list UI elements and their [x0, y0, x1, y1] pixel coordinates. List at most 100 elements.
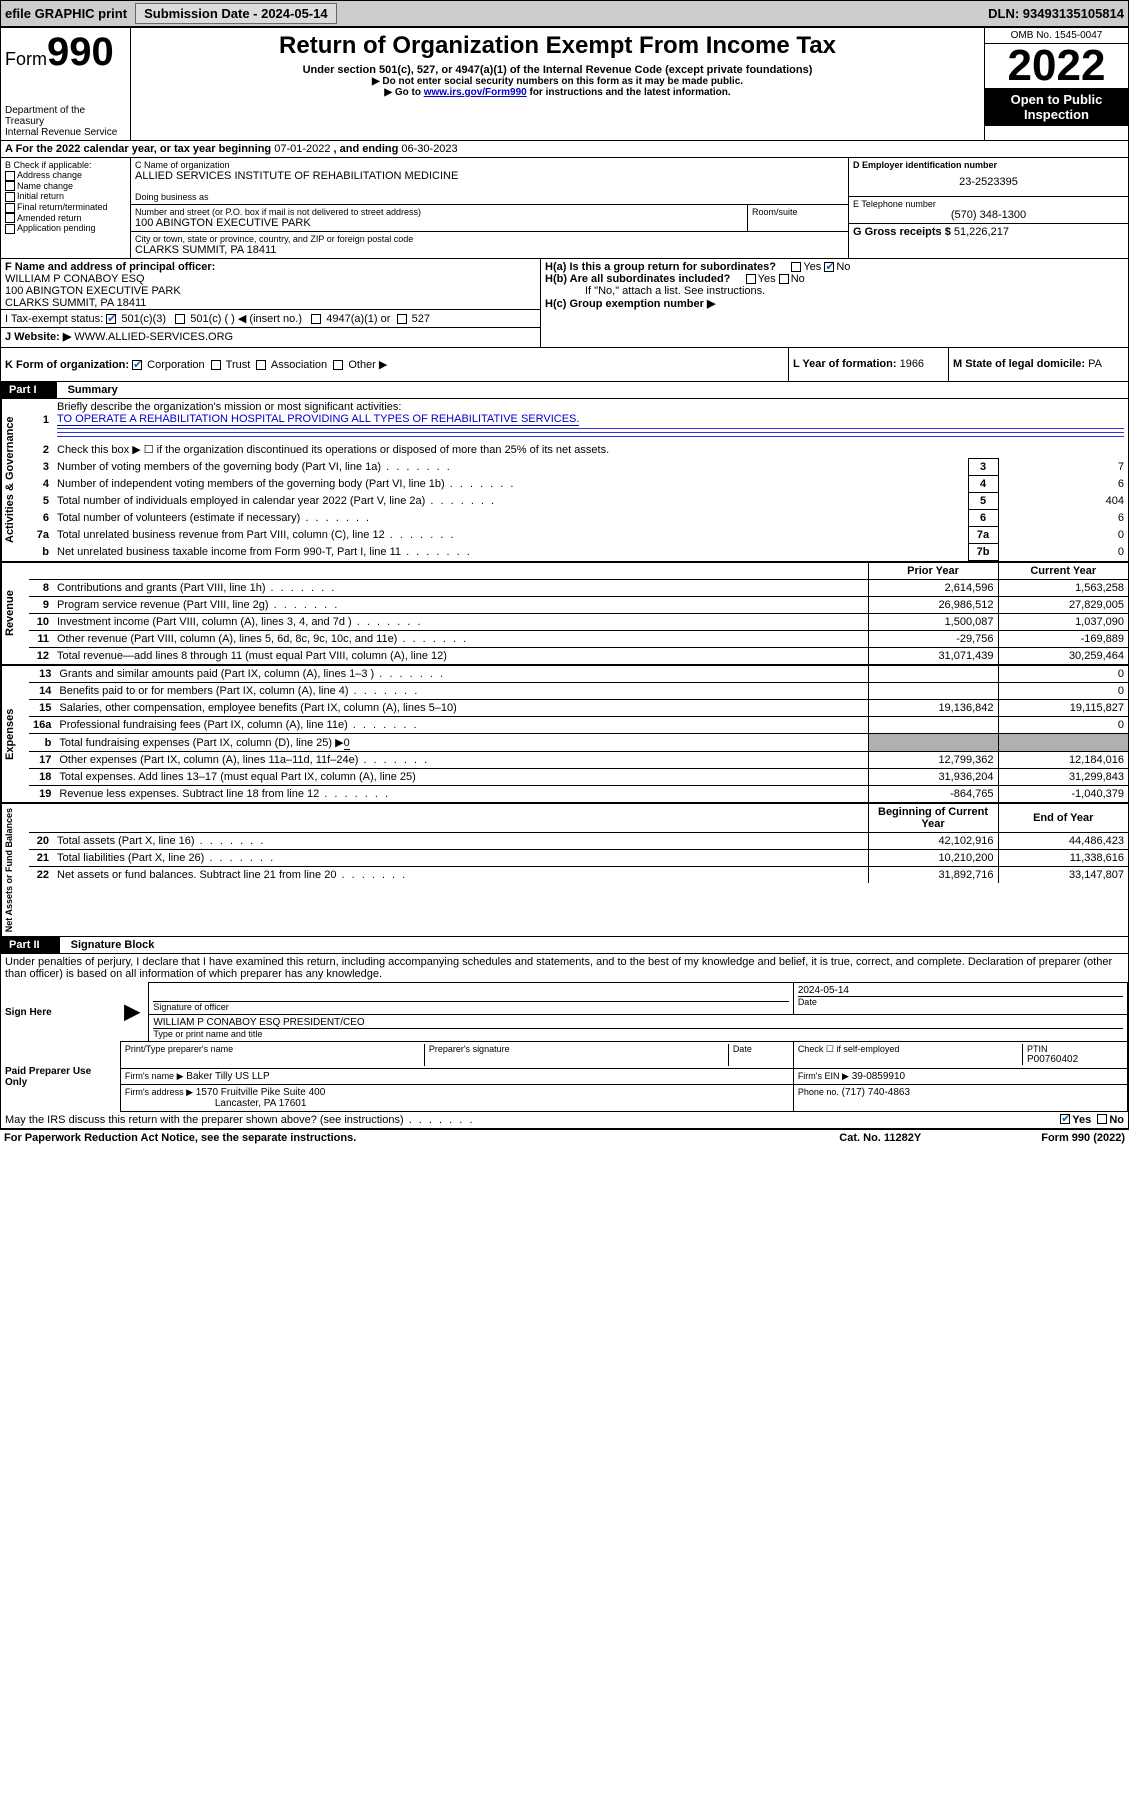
- may-irs-label: May the IRS discuss this return with the…: [5, 1114, 474, 1126]
- subtitle-2: ▶ Do not enter social security numbers o…: [135, 76, 980, 87]
- ptin-label: PTIN: [1027, 1044, 1123, 1054]
- l21-label: Total liabilities (Part X, line 26): [53, 850, 868, 867]
- self-employed-label: Check ☐ if self-employed: [798, 1044, 1023, 1065]
- l15-current: 19,115,827: [998, 700, 1128, 717]
- declaration-text: Under penalties of perjury, I declare th…: [1, 953, 1128, 982]
- officer-name: WILLIAM P CONABOY ESQ: [5, 273, 536, 285]
- l15-label: Salaries, other compensation, employee b…: [55, 700, 868, 717]
- line-a-mid: , and ending: [334, 143, 402, 155]
- revenue-block: Revenue Prior YearCurrent Year 8Contribu…: [1, 561, 1128, 664]
- netassets-table: Beginning of Current YearEnd of Year 20T…: [29, 804, 1128, 883]
- checkbox-initial-return[interactable]: [5, 192, 15, 202]
- l20-prior: 42,102,916: [868, 833, 998, 850]
- checkbox-ha-no[interactable]: [824, 262, 834, 272]
- checkbox-hb-no[interactable]: [779, 274, 789, 284]
- l22-prior: 31,892,716: [868, 867, 998, 884]
- sig-officer-label: Signature of officer: [153, 1001, 788, 1012]
- l20-label: Total assets (Part X, line 16): [53, 833, 868, 850]
- box-g-label: G Gross receipts $: [853, 226, 951, 238]
- checkbox-address-change[interactable]: [5, 171, 15, 181]
- l19-prior: -864,765: [868, 786, 998, 803]
- l8-label: Contributions and grants (Part VIII, lin…: [53, 580, 868, 597]
- tax-year: 2022: [985, 44, 1128, 88]
- l21-current: 11,338,616: [998, 850, 1128, 867]
- firm-addr-label: Firm's address ▶: [125, 1087, 193, 1097]
- l14-current: 0: [998, 683, 1128, 700]
- form990-link[interactable]: www.irs.gov/Form990: [424, 87, 527, 98]
- right-block: D Employer identification number 23-2523…: [848, 158, 1128, 258]
- netassets-block: Net Assets or Fund Balances Beginning of…: [1, 802, 1128, 937]
- checkbox-501c[interactable]: [175, 314, 185, 324]
- l16b-current-shaded: [998, 734, 1128, 752]
- l16b-label: Total fundraising expenses (Part IX, col…: [59, 737, 343, 749]
- checkbox-ha-yes[interactable]: [791, 262, 801, 272]
- opt-app-pending: Application pending: [17, 223, 96, 233]
- header-center: Return of Organization Exempt From Incom…: [131, 28, 984, 140]
- subtitle-1: Under section 501(c), 527, or 4947(a)(1)…: [135, 64, 980, 76]
- h-c-label: H(c) Group exemption number ▶: [545, 298, 715, 310]
- part-ii-label: Part II: [9, 939, 40, 951]
- l7a-label: Total unrelated business revenue from Pa…: [53, 527, 968, 544]
- l11-label: Other revenue (Part VIII, column (A), li…: [53, 631, 868, 648]
- hdr-begin: Beginning of Current Year: [868, 804, 998, 833]
- hdr-prior: Prior Year: [868, 563, 998, 580]
- opt-name-change: Name change: [17, 181, 73, 191]
- box-b-label: B Check if applicable:: [5, 160, 126, 170]
- l16a-prior: [868, 717, 998, 734]
- arrow-icon: ▶: [124, 1001, 139, 1023]
- checkbox-other[interactable]: [333, 360, 343, 370]
- mission-text: TO OPERATE A REHABILITATION HOSPITAL PRO…: [57, 413, 579, 426]
- checkbox-hb-yes[interactable]: [746, 274, 756, 284]
- l12-label: Total revenue—add lines 8 through 11 (mu…: [53, 648, 868, 665]
- checkbox-trust[interactable]: [211, 360, 221, 370]
- submission-date-button[interactable]: Submission Date - 2024-05-14: [135, 3, 337, 24]
- form-container: Form990 Department of the Treasury Inter…: [0, 27, 1129, 1130]
- checkbox-discuss-yes[interactable]: [1060, 1114, 1070, 1124]
- line-k-label: K Form of organization:: [5, 359, 129, 371]
- l22-current: 33,147,807: [998, 867, 1128, 884]
- org-address: 100 ABINGTON EXECUTIVE PARK: [135, 217, 743, 229]
- checkbox-final-return[interactable]: [5, 203, 15, 213]
- tax-year-begin: 07-01-2022: [274, 143, 330, 155]
- checkbox-corp[interactable]: [132, 360, 142, 370]
- opt-address-change: Address change: [17, 170, 82, 180]
- checkbox-501c3[interactable]: [106, 314, 116, 324]
- l9-current: 27,829,005: [998, 597, 1128, 614]
- firm-name-label: Firm's name ▶: [125, 1071, 184, 1081]
- dept-label: Department of the Treasury: [5, 105, 126, 127]
- vlabel-expenses: Expenses: [1, 666, 29, 802]
- line-l-label: L Year of formation:: [793, 358, 897, 370]
- checkbox-assoc[interactable]: [256, 360, 266, 370]
- no-label: No: [1109, 1114, 1124, 1126]
- checkbox-4947[interactable]: [311, 314, 321, 324]
- checkbox-amended[interactable]: [5, 213, 15, 223]
- h-a-label: H(a) Is this a group return for subordin…: [545, 261, 776, 273]
- checkbox-app-pending[interactable]: [5, 224, 15, 234]
- part-ii-title: Signature Block: [63, 939, 155, 951]
- l2-text: Check this box ▶ ☐ if the organization d…: [53, 441, 1128, 459]
- officer-block: F Name and address of principal officer:…: [1, 259, 1128, 348]
- part-i-header: Part I: [1, 382, 57, 398]
- signature-table: Sign Here ▶ Signature of officer 2024-05…: [1, 982, 1128, 1112]
- entity-block: B Check if applicable: Address change Na…: [1, 158, 1128, 259]
- l17-prior: 12,799,362: [868, 752, 998, 769]
- form-header: Form990 Department of the Treasury Inter…: [1, 28, 1128, 141]
- l15-prior: 19,136,842: [868, 700, 998, 717]
- l14-prior: [868, 683, 998, 700]
- l12-prior: 31,071,439: [868, 648, 998, 665]
- vlabel-revenue: Revenue: [1, 563, 29, 664]
- checkbox-discuss-no[interactable]: [1097, 1114, 1107, 1124]
- opt-501c: 501(c) ( ) ◀ (insert no.): [190, 313, 302, 325]
- line-i-label: I Tax-exempt status:: [5, 313, 103, 325]
- subtitle-3-tail: for instructions and the latest informat…: [527, 87, 731, 98]
- checkbox-name-change[interactable]: [5, 181, 15, 191]
- klm-row: K Form of organization: Corporation Trus…: [1, 348, 1128, 382]
- website-value: WWW.ALLIED-SERVICES.ORG: [74, 331, 233, 343]
- opt-4947: 4947(a)(1) or: [326, 313, 390, 325]
- efile-label: efile GRAPHIC print: [5, 6, 127, 21]
- l10-prior: 1,500,087: [868, 614, 998, 631]
- gross-receipts: 51,226,217: [954, 226, 1009, 238]
- paperwork-notice: For Paperwork Reduction Act Notice, see …: [4, 1132, 356, 1144]
- revenue-table: Prior YearCurrent Year 8Contributions an…: [29, 563, 1128, 664]
- checkbox-527[interactable]: [397, 314, 407, 324]
